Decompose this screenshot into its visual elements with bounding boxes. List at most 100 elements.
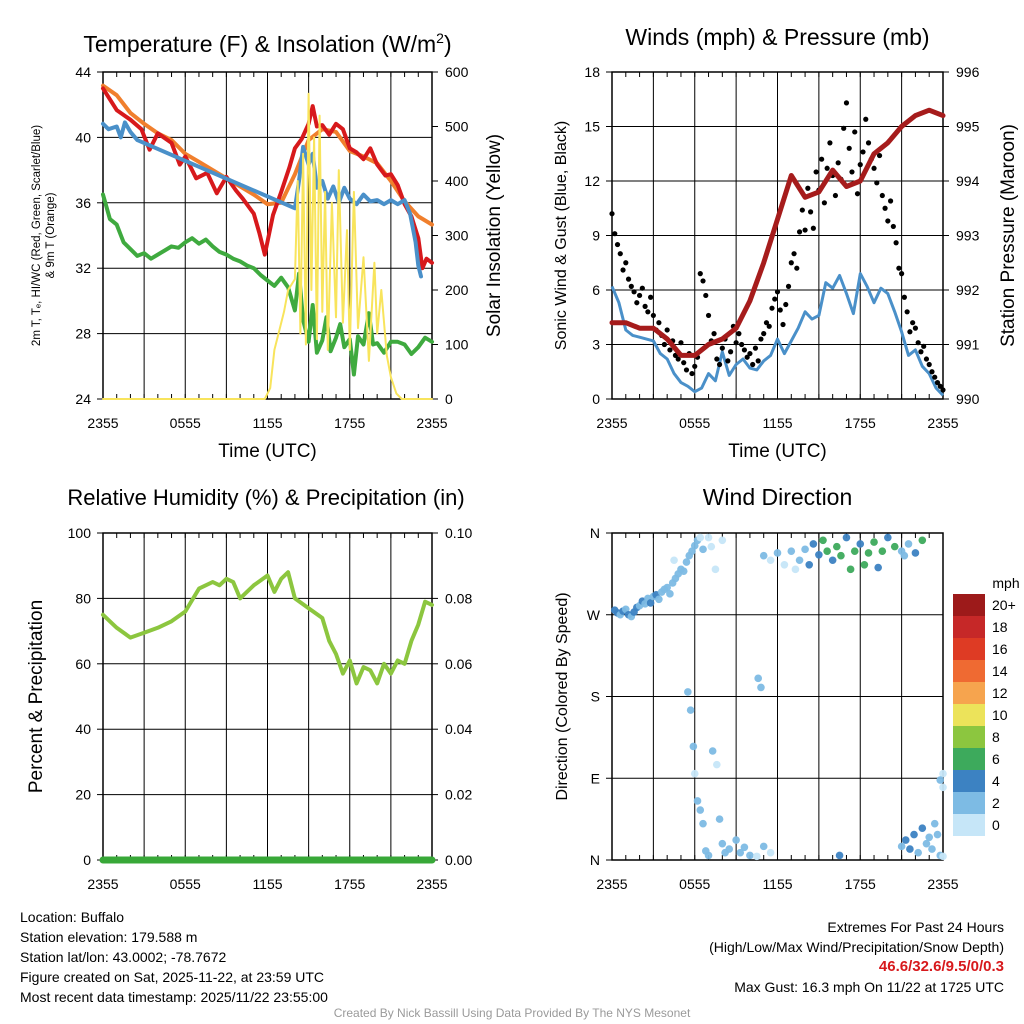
y-tick-label: 32 xyxy=(75,260,91,276)
colorbar-label: 18 xyxy=(992,619,1008,635)
gust-point xyxy=(692,363,698,369)
direction-point xyxy=(666,590,674,598)
gust-point xyxy=(937,383,943,389)
direction-point xyxy=(850,547,859,555)
gust-point xyxy=(813,169,819,175)
gust-point xyxy=(667,347,673,353)
elevation-text: Station elevation: 179.588 m xyxy=(20,929,198,945)
gust-point xyxy=(824,165,830,171)
direction-point xyxy=(897,842,906,851)
y-right-tick-label: 300 xyxy=(445,228,469,244)
gust-point xyxy=(628,283,634,289)
y-tick-label: N xyxy=(590,525,600,541)
direction-point xyxy=(884,533,892,542)
x-tick-label: 1755 xyxy=(845,876,876,892)
direction-point xyxy=(746,851,754,860)
gust-point xyxy=(725,358,731,364)
y-right-tick-label: 993 xyxy=(956,228,980,244)
direction-point xyxy=(823,547,831,555)
direction-point xyxy=(759,551,768,560)
extremes-values: 46.6/32.6/9.5/0/0.3 xyxy=(878,958,1004,975)
max-gust-text: Max Gust: 16.3 mph On 11/22 at 1725 UTC xyxy=(734,979,1004,995)
gust-point xyxy=(874,180,880,186)
direction-point xyxy=(766,556,775,565)
gust-point xyxy=(885,218,891,224)
gust-point xyxy=(893,240,899,246)
direction-point xyxy=(725,845,734,853)
colorbar-swatch xyxy=(953,726,985,748)
x-tick-label: 2355 xyxy=(416,415,447,431)
x-tick-label: 0555 xyxy=(679,876,710,892)
y-tick-label: 60 xyxy=(75,656,91,672)
y-tick-label: 9 xyxy=(592,228,600,244)
y-axis-label: 2m T, Tₑ, HI/WC (Red, Green, Scarlet/Blu… xyxy=(31,125,43,346)
direction-point xyxy=(856,540,865,548)
direction-point xyxy=(699,545,707,554)
direction-point xyxy=(809,540,818,548)
direction-point xyxy=(930,819,939,828)
direction-point xyxy=(906,845,914,853)
gust-point xyxy=(648,294,654,300)
gust-point xyxy=(716,361,723,368)
y-right-tick-label: 0.00 xyxy=(445,852,472,868)
gust-point xyxy=(625,276,632,282)
direction-point xyxy=(713,760,721,769)
gust-point xyxy=(763,320,770,326)
direction-point xyxy=(890,542,899,551)
gust-point xyxy=(785,283,792,289)
direction-point xyxy=(939,783,947,792)
direction-point xyxy=(686,706,695,714)
gust-point xyxy=(841,125,847,131)
x-tick-label: 1155 xyxy=(762,876,792,892)
direction-point xyxy=(901,836,910,844)
colorbar-label: 12 xyxy=(992,685,1008,701)
winds-chart: 2355 0555 1155 1755 2355 0 3 6 9 12 15 18 990 991 992 9… xyxy=(553,24,1019,462)
series-line-wind-chill xyxy=(101,120,423,279)
direction-point xyxy=(711,565,720,574)
gust-point xyxy=(755,358,761,364)
y-right-tick-label: 0.02 xyxy=(445,787,472,803)
plot-border xyxy=(611,532,944,861)
gust-point xyxy=(832,192,839,199)
series-line-2m-t xyxy=(101,86,434,271)
extremes-title: Extremes For Past 24 Hours xyxy=(827,919,1004,935)
y-right-tick-label: 0.04 xyxy=(445,721,472,737)
direction-point xyxy=(918,536,927,545)
chart-title-superscript: 2 xyxy=(436,30,444,46)
direction-point xyxy=(939,769,947,778)
direction-point xyxy=(707,542,716,551)
gust-point xyxy=(733,340,739,346)
colorbar-label: 14 xyxy=(992,663,1008,679)
gust-point xyxy=(843,100,850,106)
gust-point xyxy=(794,265,800,271)
direction-point xyxy=(780,560,789,569)
colorbar-swatch xyxy=(953,638,985,660)
direction-point xyxy=(900,551,909,560)
created-text: Figure created on Sat, 2025-11-22, at 23… xyxy=(20,969,325,985)
colorbar-label: 2 xyxy=(992,795,1000,811)
chart-title: Temperature (F) & Insolation (W/m2) xyxy=(83,30,451,57)
series-line-relative-humidity xyxy=(101,570,434,686)
gust-point xyxy=(904,309,910,315)
gust-point xyxy=(612,231,618,237)
y-tick-label: 6 xyxy=(592,282,600,298)
gust-point xyxy=(620,267,626,273)
direction-point xyxy=(833,542,841,551)
direction-point xyxy=(936,776,945,784)
gust-point xyxy=(849,169,855,175)
y-axis-label: Direction (Colored By Speed) xyxy=(554,592,571,800)
location-text: Location: Buffalo xyxy=(20,909,125,925)
y-right-tick-label: 0 xyxy=(445,391,453,407)
y-right-tick-label: 995 xyxy=(956,119,980,135)
direction-point xyxy=(925,833,934,842)
direction-point xyxy=(696,806,705,814)
gust-point xyxy=(703,292,709,299)
gust-point xyxy=(871,165,877,171)
gust-point xyxy=(747,350,753,357)
direction-point xyxy=(684,688,692,696)
direction-point xyxy=(663,583,671,592)
x-tick-label: 2355 xyxy=(927,876,958,892)
y-tick-label: 80 xyxy=(75,590,91,606)
chart-title: Relative Humidity (%) & Precipitation (i… xyxy=(67,485,464,510)
colorbar-label: 8 xyxy=(992,729,1000,745)
